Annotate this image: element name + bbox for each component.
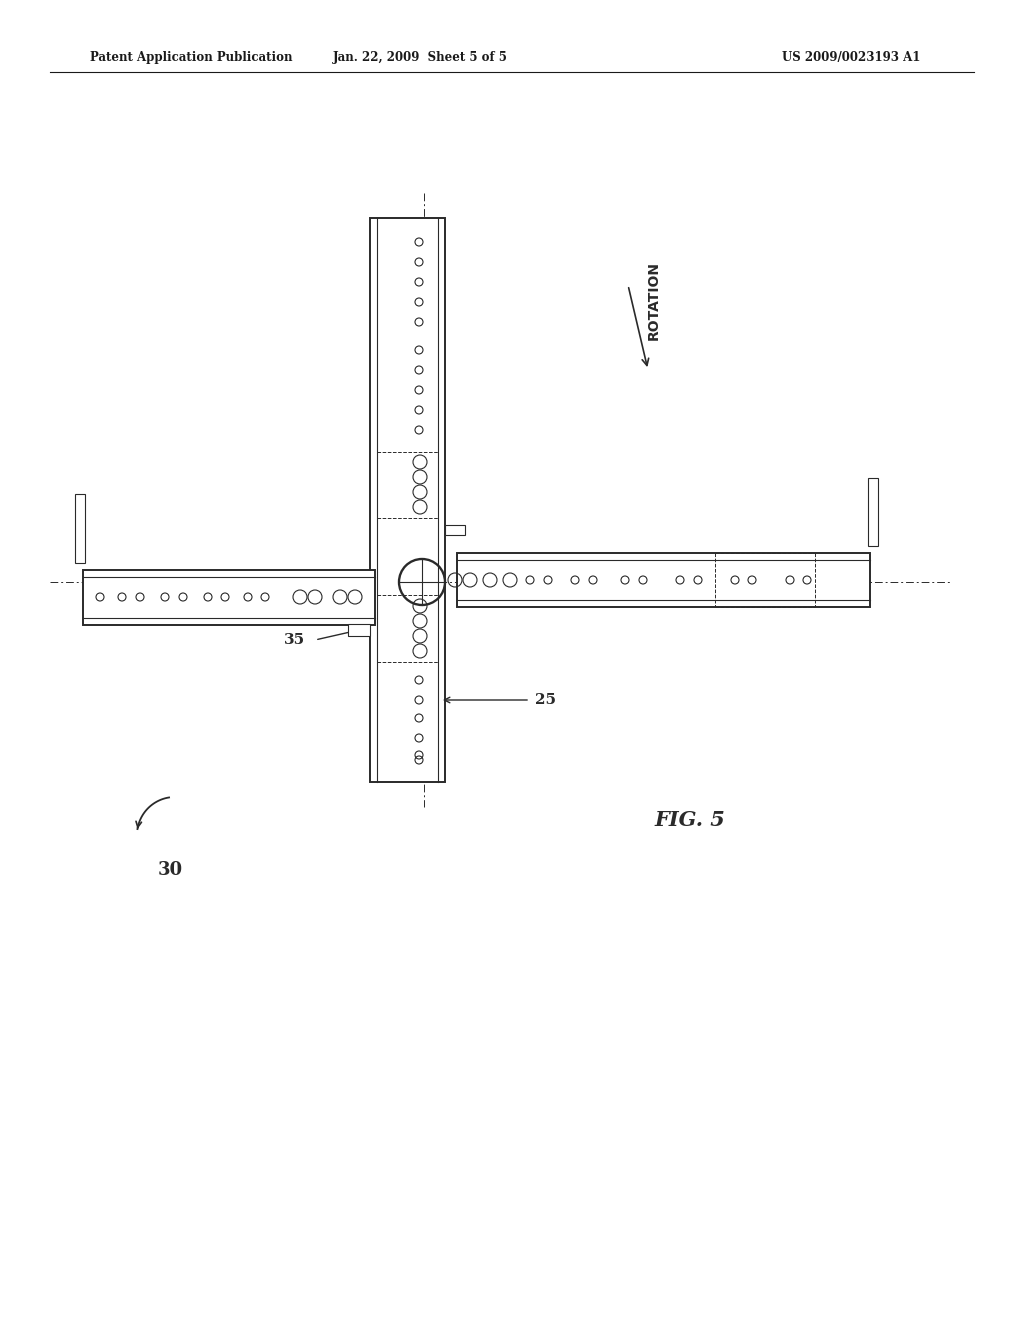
- Text: ROTATION: ROTATION: [647, 260, 662, 339]
- Bar: [75, 494, 85, 564]
- Bar: [348, 624, 370, 636]
- Text: 35: 35: [284, 634, 305, 647]
- Bar: [83, 570, 375, 624]
- Bar: [445, 525, 465, 535]
- Text: US 2009/0023193 A1: US 2009/0023193 A1: [781, 51, 920, 65]
- Text: 30: 30: [158, 861, 182, 879]
- Text: FIG. 5: FIG. 5: [654, 810, 725, 830]
- Text: Patent Application Publication: Patent Application Publication: [90, 51, 293, 65]
- Bar: [868, 478, 878, 546]
- Text: Jan. 22, 2009  Sheet 5 of 5: Jan. 22, 2009 Sheet 5 of 5: [333, 51, 508, 65]
- Text: 25: 25: [535, 693, 556, 708]
- Bar: [457, 553, 870, 607]
- Bar: [370, 218, 445, 781]
